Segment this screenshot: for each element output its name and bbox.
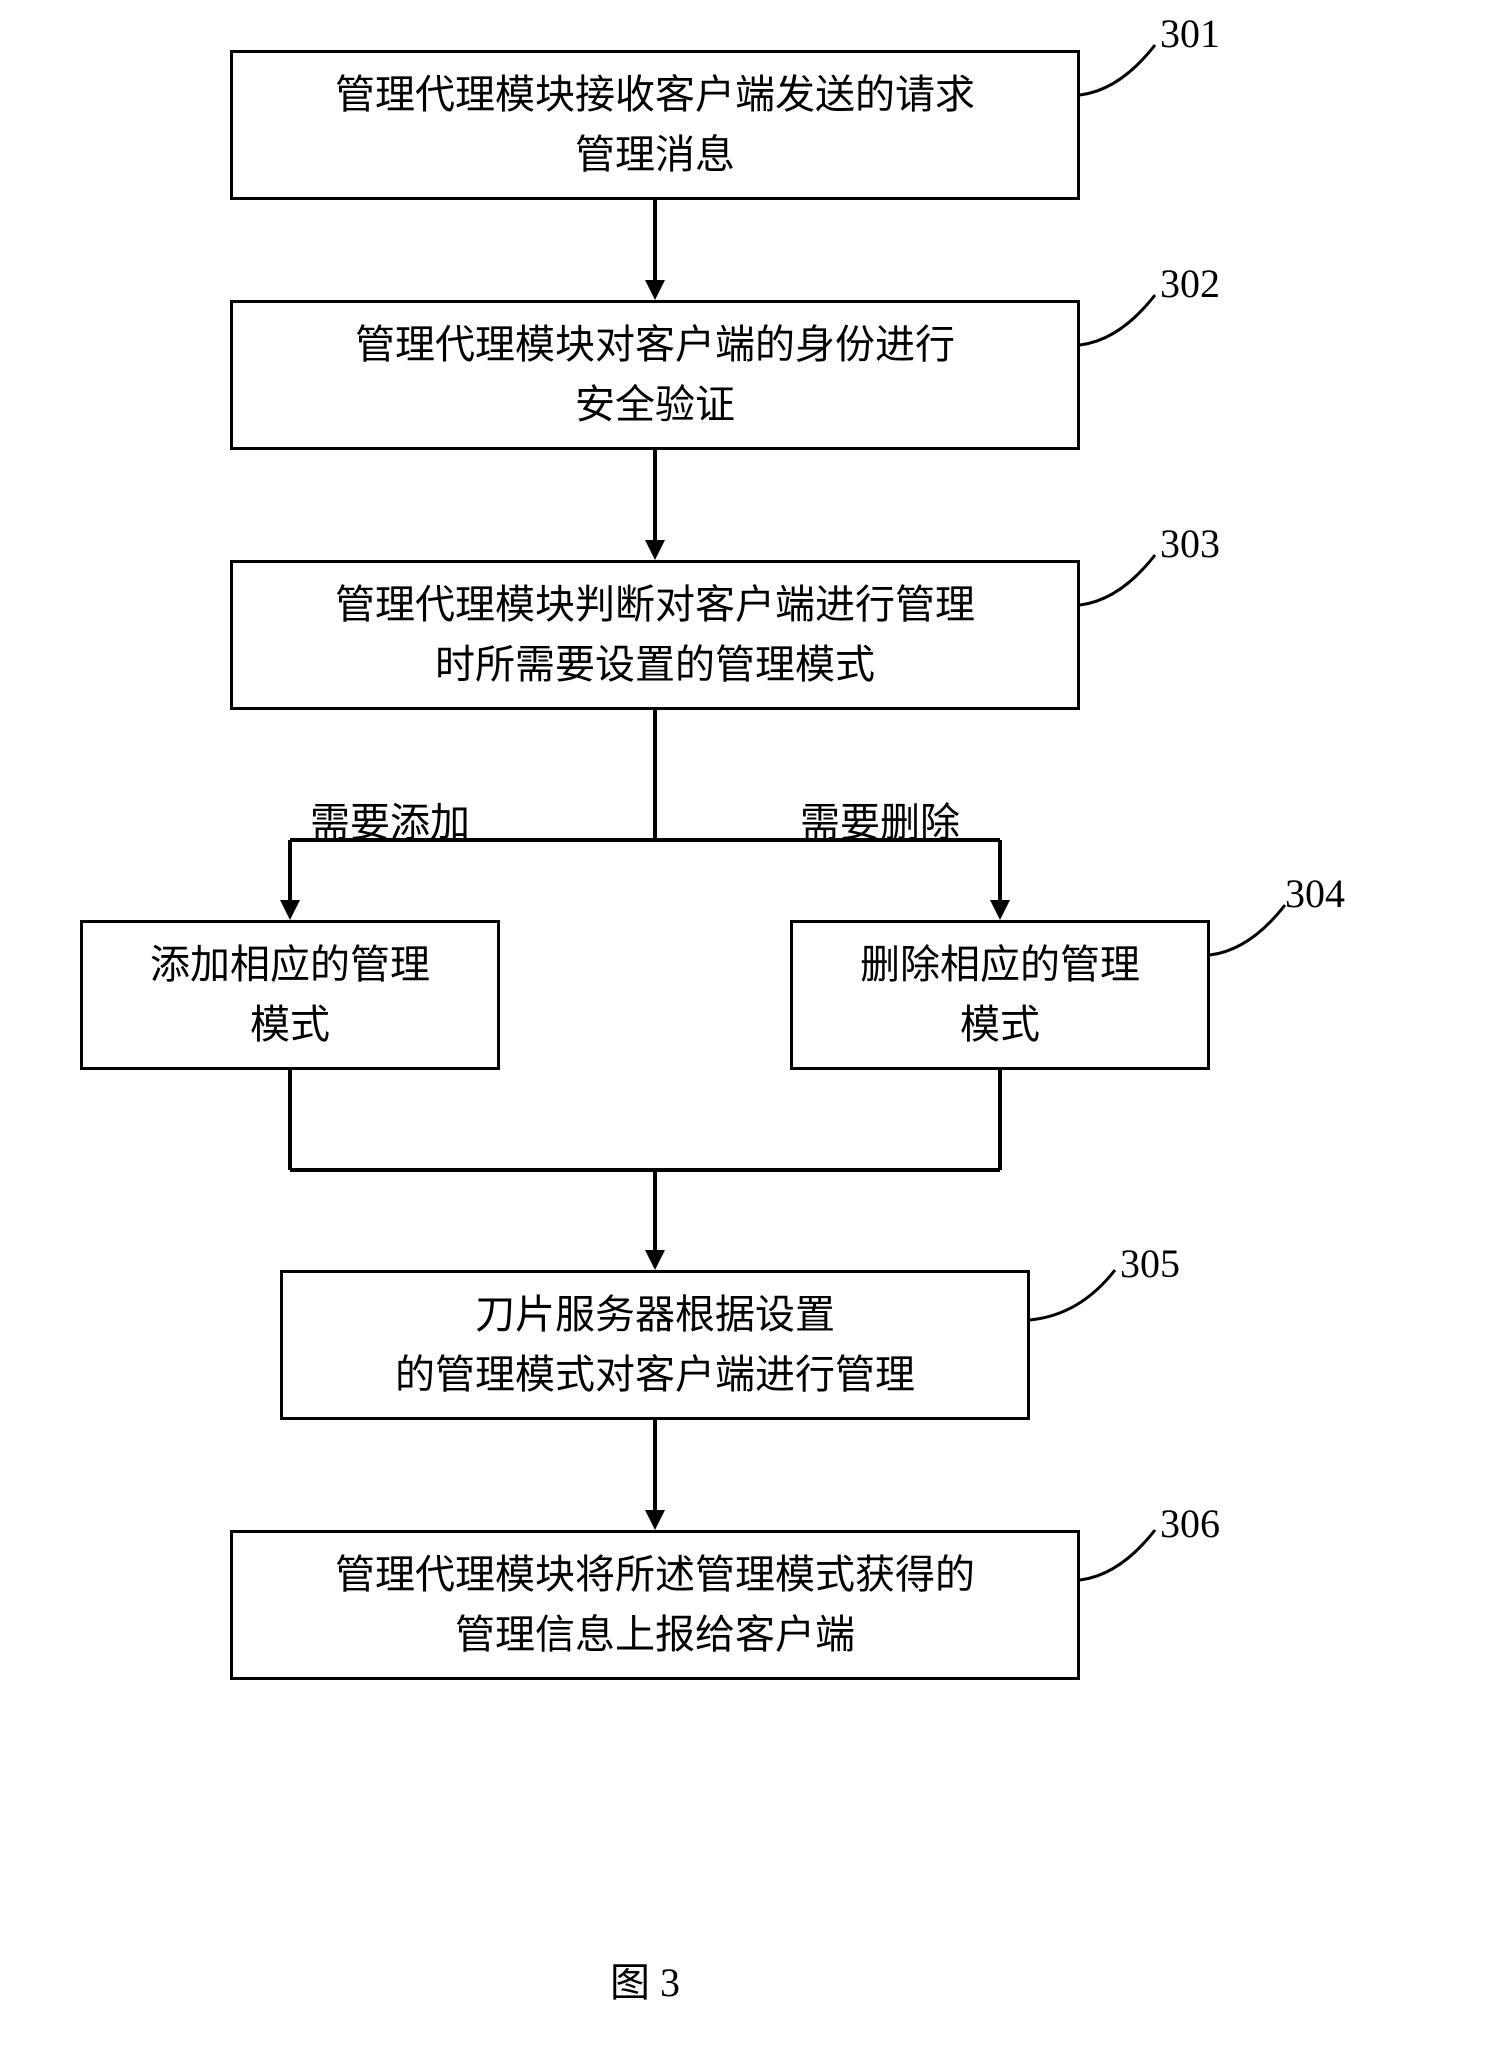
flowchart-container: 管理代理模块接收客户端发送的请求管理消息 301 管理代理模块对客户端的身份进行… xyxy=(0,0,1493,2072)
branch-left-label: 需要添加 xyxy=(310,790,470,848)
arrow-merge-305 xyxy=(260,1070,1050,1270)
branch-right-label: 需要删除 xyxy=(800,790,960,848)
arrow-301-302 xyxy=(640,200,670,300)
callout-301 xyxy=(1080,40,1170,100)
step-302-text: 管理代理模块对客户端的身份进行安全验证 xyxy=(355,315,955,435)
step-304a-text: 添加相应的管理模式 xyxy=(150,935,430,1055)
step-301-text: 管理代理模块接收客户端发送的请求管理消息 xyxy=(335,65,975,185)
callout-306 xyxy=(1080,1525,1170,1585)
step-305-box: 刀片服务器根据设置的管理模式对客户端进行管理 xyxy=(280,1270,1030,1420)
arrow-305-306 xyxy=(640,1420,670,1530)
step-304b-text: 删除相应的管理模式 xyxy=(860,935,1140,1055)
step-303-box: 管理代理模块判断对客户端进行管理时所需要设置的管理模式 xyxy=(230,560,1080,710)
step-303-text: 管理代理模块判断对客户端进行管理时所需要设置的管理模式 xyxy=(335,575,975,695)
callout-304 xyxy=(1210,900,1300,960)
step-306-text: 管理代理模块将所述管理模式获得的管理信息上报给客户端 xyxy=(335,1545,975,1665)
step-305-text: 刀片服务器根据设置的管理模式对客户端进行管理 xyxy=(395,1285,915,1405)
step-304b-box: 删除相应的管理模式 xyxy=(790,920,1210,1070)
step-301-box: 管理代理模块接收客户端发送的请求管理消息 xyxy=(230,50,1080,200)
figure-label: 图 3 xyxy=(610,1950,680,2008)
step-304a-box: 添加相应的管理模式 xyxy=(80,920,500,1070)
step-306-box: 管理代理模块将所述管理模式获得的管理信息上报给客户端 xyxy=(230,1530,1080,1680)
callout-303 xyxy=(1080,550,1170,610)
callout-302 xyxy=(1080,290,1170,350)
callout-305 xyxy=(1030,1265,1130,1325)
arrow-302-303 xyxy=(640,450,670,560)
step-302-box: 管理代理模块对客户端的身份进行安全验证 xyxy=(230,300,1080,450)
